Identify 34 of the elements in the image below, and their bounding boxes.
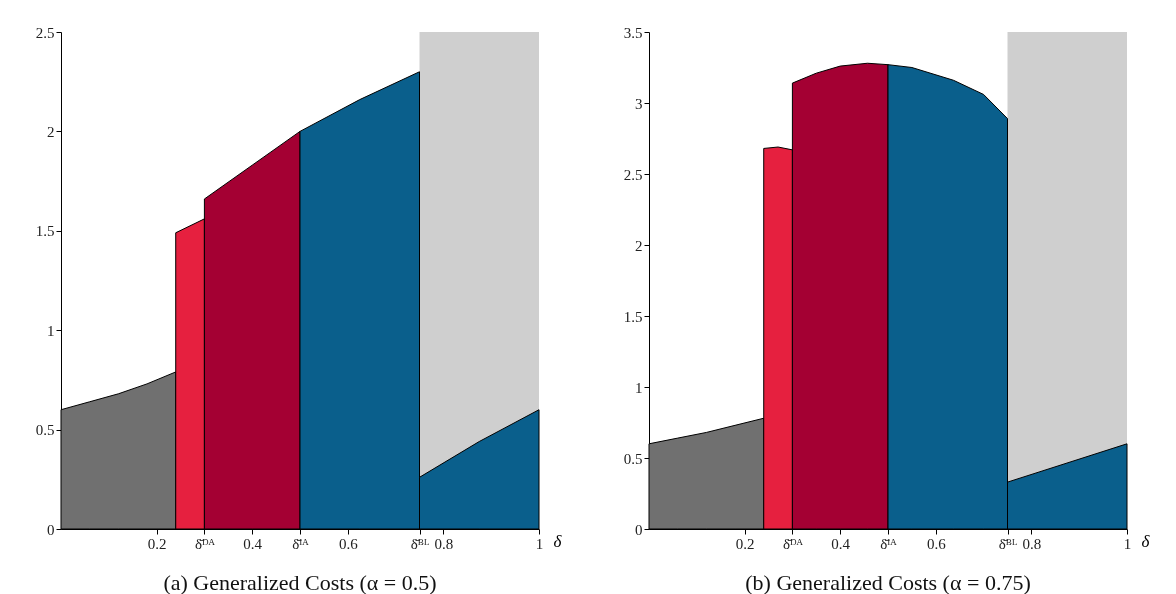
y-tick-label: 0	[47, 521, 55, 538]
y-tick-label: 0	[635, 521, 643, 538]
y-tick-label: 2.5	[623, 166, 643, 183]
y-tick-label: 3	[635, 95, 643, 112]
x-tick-label: δ̄ᴰᴬ	[194, 535, 216, 552]
x-tick-label: 0.2	[147, 535, 167, 552]
x-tick-label: 0.2	[735, 535, 755, 552]
x-tick-label: 1	[1123, 535, 1132, 552]
x-axis-title: δ	[553, 531, 563, 551]
x-tick-label: δ̄ᴵᴬ	[292, 535, 310, 552]
y-tick-label: 1	[47, 322, 55, 339]
x-tick-label: 1	[535, 535, 544, 552]
x-tick-label: δ̄ᴮᴸ	[410, 535, 430, 552]
y-tick-label: 1.5	[623, 308, 643, 325]
x-tick-label: 0.6	[338, 535, 359, 552]
y-tick-label: 2.5	[35, 24, 55, 41]
x-tick-label: 0.8	[1022, 535, 1042, 552]
x-tick-label: 0.4	[243, 535, 263, 552]
x-tick-label: δ̄ᴮᴸ	[998, 535, 1018, 552]
y-tick-label: 3.5	[623, 24, 643, 41]
y-tick-label: 1	[635, 379, 643, 396]
x-tick-label: 0.6	[926, 535, 947, 552]
x-tick-label: 0.4	[831, 535, 851, 552]
y-tick-label: 0.5	[35, 422, 55, 439]
y-tick-label: 1.5	[35, 223, 55, 240]
y-tick-label: 2	[635, 237, 643, 254]
x-axis-title: δ	[1141, 531, 1151, 551]
y-tick-label: 0.5	[623, 450, 643, 467]
text: (a) Generalized Costs (α = 0.5)	[163, 570, 437, 594]
y-tick-label: 2	[47, 123, 55, 140]
x-tick-label: δ̄ᴰᴬ	[782, 535, 804, 552]
text: (b) Generalized Costs (α = 0.75)	[745, 570, 1031, 594]
x-tick-label: δ̄ᴵᴬ	[880, 535, 898, 552]
x-tick-label: 0.8	[434, 535, 454, 552]
